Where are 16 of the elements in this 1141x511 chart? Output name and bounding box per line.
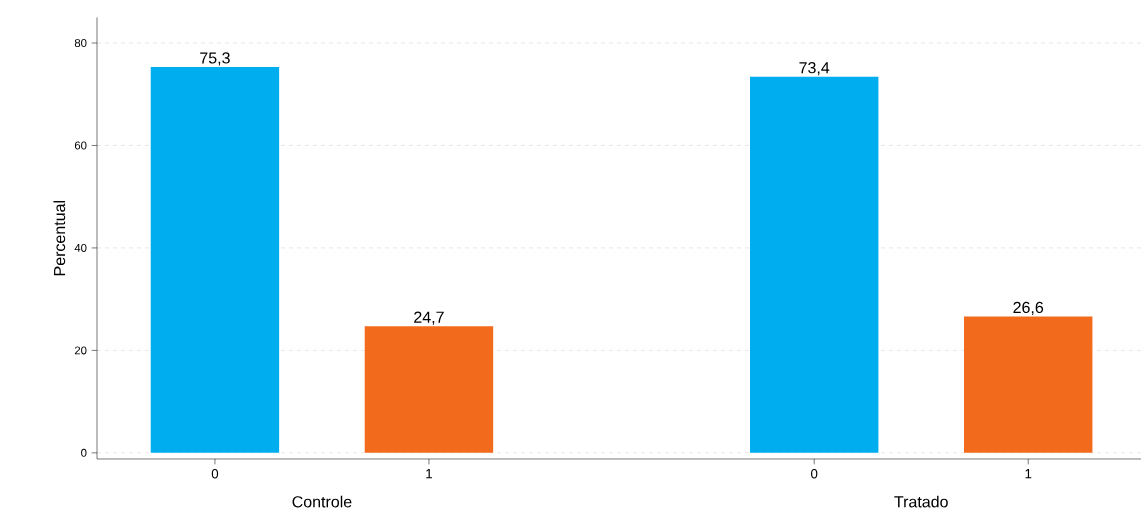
x-tick-label: 1 [1025, 469, 1032, 479]
x-tick-label: 0 [811, 469, 818, 479]
text: Controle [292, 495, 352, 508]
data-label: 75,3 [200, 52, 230, 66]
y-axis-title: Percentual [53, 201, 66, 276]
y-tick-label: 0 [81, 448, 87, 457]
y-tick-label: 60 [74, 141, 87, 150]
text: Tratado [894, 495, 948, 508]
x-tick-label: 0 [211, 469, 219, 479]
data-label: 24,7 [414, 311, 444, 325]
data-label: 73,4 [799, 62, 830, 76]
data-label: 26,6 [1013, 301, 1044, 315]
y-tick-label: 40 [74, 243, 87, 252]
y-tick-label: 80 [74, 39, 87, 48]
y-tick-label: 20 [74, 346, 87, 355]
x-tick-label: 1 [426, 469, 433, 479]
